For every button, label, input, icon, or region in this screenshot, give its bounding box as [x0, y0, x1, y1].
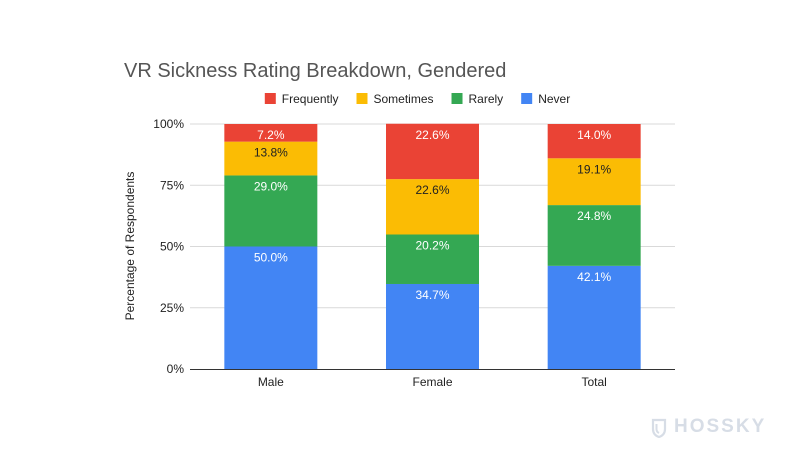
chart-title: VR Sickness Rating Breakdown, Gendered — [124, 60, 507, 82]
bar-segment-frequently — [386, 123, 479, 180]
data-label: 29.0% — [254, 179, 288, 193]
x-tick-label: Total — [581, 375, 606, 389]
data-label: 50.0% — [254, 251, 288, 265]
y-tick-label: 25% — [160, 301, 184, 315]
bar-segment-frequently — [547, 124, 641, 159]
y-tick-label: 0% — [167, 362, 185, 376]
data-label: 34.7% — [415, 288, 449, 302]
axes: 0% 25% 50% 75% 100% Male Female Total — [153, 117, 675, 389]
data-label: 20.2% — [415, 238, 449, 252]
bar-segment-sometimes — [224, 141, 318, 176]
bar-segment-never — [224, 246, 318, 369]
data-label: 22.6% — [415, 128, 449, 142]
data-label: 19.1% — [577, 162, 611, 176]
x-tick-label: Female — [412, 375, 452, 389]
legend-label: Sometimes — [373, 92, 433, 106]
bar-segment-frequently — [224, 124, 318, 142]
x-tick-label: Male — [258, 375, 284, 389]
bar-segment-never — [386, 283, 479, 369]
legend-swatch-frequently — [264, 93, 276, 104]
y-axis-title: Percentage of Respondents — [123, 172, 137, 321]
legend-label: Frequently — [282, 92, 339, 106]
data-label: 14.0% — [577, 128, 611, 142]
legend-label: Never — [538, 92, 570, 106]
bar-stacks — [224, 123, 641, 369]
legend-swatch-sometimes — [356, 93, 368, 104]
bar-segment-sometimes — [547, 158, 641, 206]
data-labels: 50.0% 29.0% 13.8% 7.2% 34.7% 20.2% 22.6% 22.6% 4… — [254, 128, 612, 302]
y-tick-label: 50% — [160, 240, 184, 254]
data-label: 13.8% — [254, 146, 288, 160]
legend-label: Rarely — [469, 92, 504, 106]
y-tick-label: 100% — [153, 117, 184, 131]
bar-segment-rarely — [547, 205, 641, 266]
legend-swatch-never — [521, 93, 533, 104]
data-label: 22.6% — [415, 183, 449, 197]
bar-segment-rarely — [386, 234, 479, 284]
shield-logo-icon — [651, 418, 667, 438]
legend: Frequently Sometimes Rarely Never — [264, 92, 570, 106]
watermark-text: HOSSKY — [674, 416, 767, 437]
legend-swatch-rarely — [451, 93, 463, 104]
data-label: 24.8% — [577, 209, 611, 223]
bar-segment-never — [547, 265, 641, 369]
data-label: 42.1% — [577, 270, 611, 284]
y-tick-label: 75% — [160, 178, 184, 192]
data-label: 7.2% — [257, 128, 285, 142]
bar-segment-sometimes — [386, 179, 479, 235]
bar-segment-rarely — [224, 175, 318, 247]
